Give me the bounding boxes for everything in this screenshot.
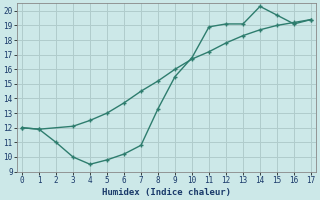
X-axis label: Humidex (Indice chaleur): Humidex (Indice chaleur) xyxy=(102,188,231,197)
